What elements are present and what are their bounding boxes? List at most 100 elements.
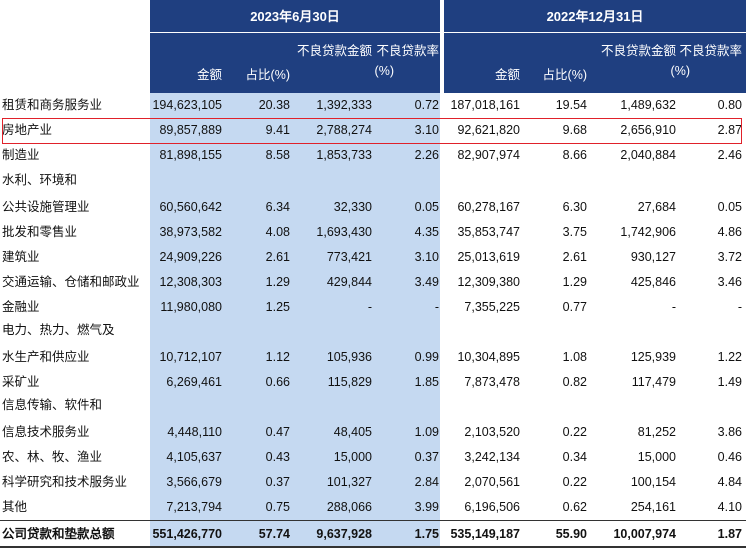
cell: 0.66 — [265, 375, 290, 389]
cell: 125,939 — [630, 350, 676, 364]
cell: 2,103,520 — [464, 425, 520, 439]
col-header-amount: 金额 — [494, 68, 520, 82]
cell: 1.25 — [265, 300, 290, 314]
cell: 2.61 — [265, 250, 290, 264]
cell: 9.68 — [562, 123, 587, 137]
cell: 19.54 — [555, 98, 587, 112]
cell: 24,909,226 — [159, 250, 222, 264]
cell: 1.29 — [562, 275, 587, 289]
table-row: 制造业 81,898,155 8.58 1,853,733 2.26 82,907,974… — [0, 143, 746, 168]
cell: 535,149,187 — [450, 527, 520, 541]
table-row: 农、林、牧、渔业 4,105,637 0.43 15,000 0.37 3,242,134… — [0, 445, 746, 470]
cell: 4,105,637 — [166, 450, 222, 464]
table-row: 建筑业 24,909,226 2.61 773,421 3.10 25,013,619 2.… — [0, 245, 746, 270]
row-label: 科学研究和技术服务业 — [2, 475, 128, 489]
cell: 3.86 — [717, 425, 742, 439]
row-label: 批发和零售业 — [2, 225, 78, 239]
cell: 4.10 — [717, 500, 742, 514]
cell: 57.74 — [258, 527, 290, 541]
cell: 0.22 — [562, 425, 587, 439]
cell: 2.46 — [717, 148, 742, 162]
cell: 0.47 — [265, 425, 290, 439]
cell: 60,560,642 — [159, 200, 222, 214]
col-header-npl-amount: 不良贷款金额 — [296, 44, 372, 58]
cell: 115,829 — [327, 375, 372, 389]
cell: 2,656,910 — [620, 123, 676, 137]
cell: 0.05 — [717, 200, 742, 214]
cell: 38,973,582 — [159, 225, 222, 239]
cell: 425,846 — [630, 275, 676, 289]
cell: 288,066 — [326, 500, 372, 514]
cell: 0.43 — [265, 450, 290, 464]
cell: 8.66 — [562, 148, 587, 162]
cell: 2.26 — [414, 148, 439, 162]
cell: 20.38 — [258, 98, 290, 112]
cell: 60,278,167 — [457, 200, 520, 214]
cell: 6,196,506 — [464, 500, 520, 514]
row-label: 公司贷款和垫款总额 — [2, 527, 115, 541]
cell: 4.86 — [717, 225, 742, 239]
cell: 0.77 — [562, 300, 587, 314]
cell: 1.87 — [717, 527, 742, 541]
cell: 1,392,333 — [316, 98, 372, 112]
cell: 2,070,561 — [464, 475, 520, 489]
cell: 0.34 — [562, 450, 587, 464]
cell: 4.08 — [265, 225, 290, 239]
cell: 3.99 — [414, 500, 439, 514]
cell: 117,479 — [631, 375, 676, 389]
cell: 1.75 — [414, 527, 439, 541]
row-label-line1: 水利、环境和 — [2, 173, 78, 187]
cell: 4,448,110 — [167, 425, 222, 439]
cell: 1.09 — [414, 425, 439, 439]
row-label: 公共设施管理业 — [2, 200, 90, 214]
cell: 12,308,303 — [159, 275, 222, 289]
cell: 15,000 — [637, 450, 676, 464]
cell: 81,898,155 — [159, 148, 222, 162]
col-header-npl-ratio-unit: (%) — [374, 64, 394, 78]
cell: 2.84 — [414, 475, 439, 489]
row-label: 金融业 — [2, 300, 40, 314]
col-header-npl-amount: 不良贷款金额 — [600, 44, 676, 58]
cell: 10,007,974 — [613, 527, 676, 541]
table-row: 房地产业 89,857,889 9.41 2,788,274 3.10 92,621,82… — [0, 118, 746, 143]
row-label: 交通运输、仓储和邮政业 — [2, 275, 140, 289]
table-row: 电力、热力、燃气及 水生产和供应业 10,712,107 1.12 105,936 0.9… — [0, 323, 746, 370]
cell: 0.37 — [265, 475, 290, 489]
col-header-share: 占比(%) — [542, 68, 587, 82]
cell: 3,566,679 — [166, 475, 222, 489]
cell: 773,421 — [326, 250, 372, 264]
col-header-npl-ratio-unit: (%) — [670, 64, 690, 78]
cell: 6.30 — [562, 200, 587, 214]
cell: 0.05 — [414, 200, 439, 214]
cell: 3,242,134 — [464, 450, 520, 464]
cell: 7,873,478 — [464, 375, 520, 389]
cell: - — [367, 300, 372, 314]
cell: 0.37 — [414, 450, 439, 464]
cell: 0.46 — [717, 450, 742, 464]
col-header-amount: 金额 — [196, 68, 222, 82]
cell: 1,742,906 — [620, 225, 676, 239]
header-band — [150, 0, 746, 93]
cell: 3.49 — [414, 275, 439, 289]
cell: 89,857,889 — [159, 123, 222, 137]
cell: 2,040,884 — [620, 148, 676, 162]
cell: 100,154 — [630, 475, 676, 489]
row-label: 租赁和商务服务业 — [2, 98, 103, 112]
cell: 105,936 — [326, 350, 372, 364]
row-label: 制造业 — [2, 148, 40, 162]
cell: 92,621,820 — [457, 123, 520, 137]
cell: 0.62 — [562, 500, 587, 514]
table-row: 其他 7,213,794 0.75 288,066 3.99 6,196,506 0.62 2… — [0, 495, 746, 520]
table-row: 采矿业 6,269,461 0.66 115,829 1.85 7,873,478 0.82… — [0, 370, 746, 395]
table-row: 水利、环境和 公共设施管理业 60,560,642 6.34 32,330 0.05 60,… — [0, 173, 746, 220]
cell: 1.85 — [414, 375, 439, 389]
cell: 10,712,107 — [159, 350, 222, 364]
cell: 551,426,770 — [152, 527, 222, 541]
cell: 0.99 — [414, 350, 439, 364]
table-row-total: 公司贷款和垫款总额 551,426,770 57.74 9,637,928 1.… — [0, 522, 746, 547]
row-label: 水生产和供应业 — [2, 350, 90, 364]
cell: 1.22 — [717, 350, 742, 364]
cell: 0.72 — [414, 98, 439, 112]
highlight-box-real-estate — [2, 118, 742, 144]
period-2023-header: 2023年6月30日 — [250, 9, 340, 24]
